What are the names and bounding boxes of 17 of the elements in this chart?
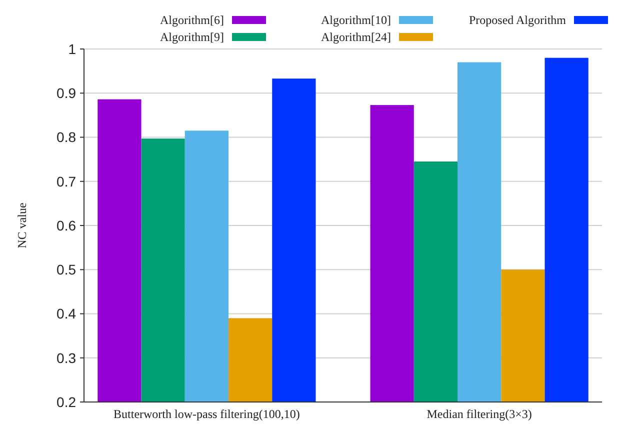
y-tick-label: 1 <box>68 40 76 57</box>
x-tick-label: Butterworth low-pass filtering(100,10) <box>114 407 300 421</box>
legend-label: Algorithm[9] <box>160 30 224 44</box>
y-axis-title: NC value <box>15 202 29 248</box>
legend-label: Algorithm[10] <box>321 13 391 28</box>
x-tick-label: Median filtering(3×3) <box>426 407 532 421</box>
y-tick-label: 0.4 <box>56 306 76 322</box>
y-tick-label: 0.3 <box>56 350 76 366</box>
y-tick-label: 0.5 <box>56 262 76 278</box>
y-tick-label: 0.7 <box>56 173 76 190</box>
y-tick-label: 0.2 <box>56 394 76 410</box>
legend-label: Algorithm[6] <box>160 13 224 28</box>
y-tick-label: 0.8 <box>56 129 76 146</box>
y-tick-label: 0.9 <box>56 85 76 102</box>
legend-label: Proposed Algorithm <box>468 13 567 28</box>
legend-label: Algorithm[24] <box>321 30 391 44</box>
y-tick-label: 0.6 <box>56 217 76 234</box>
